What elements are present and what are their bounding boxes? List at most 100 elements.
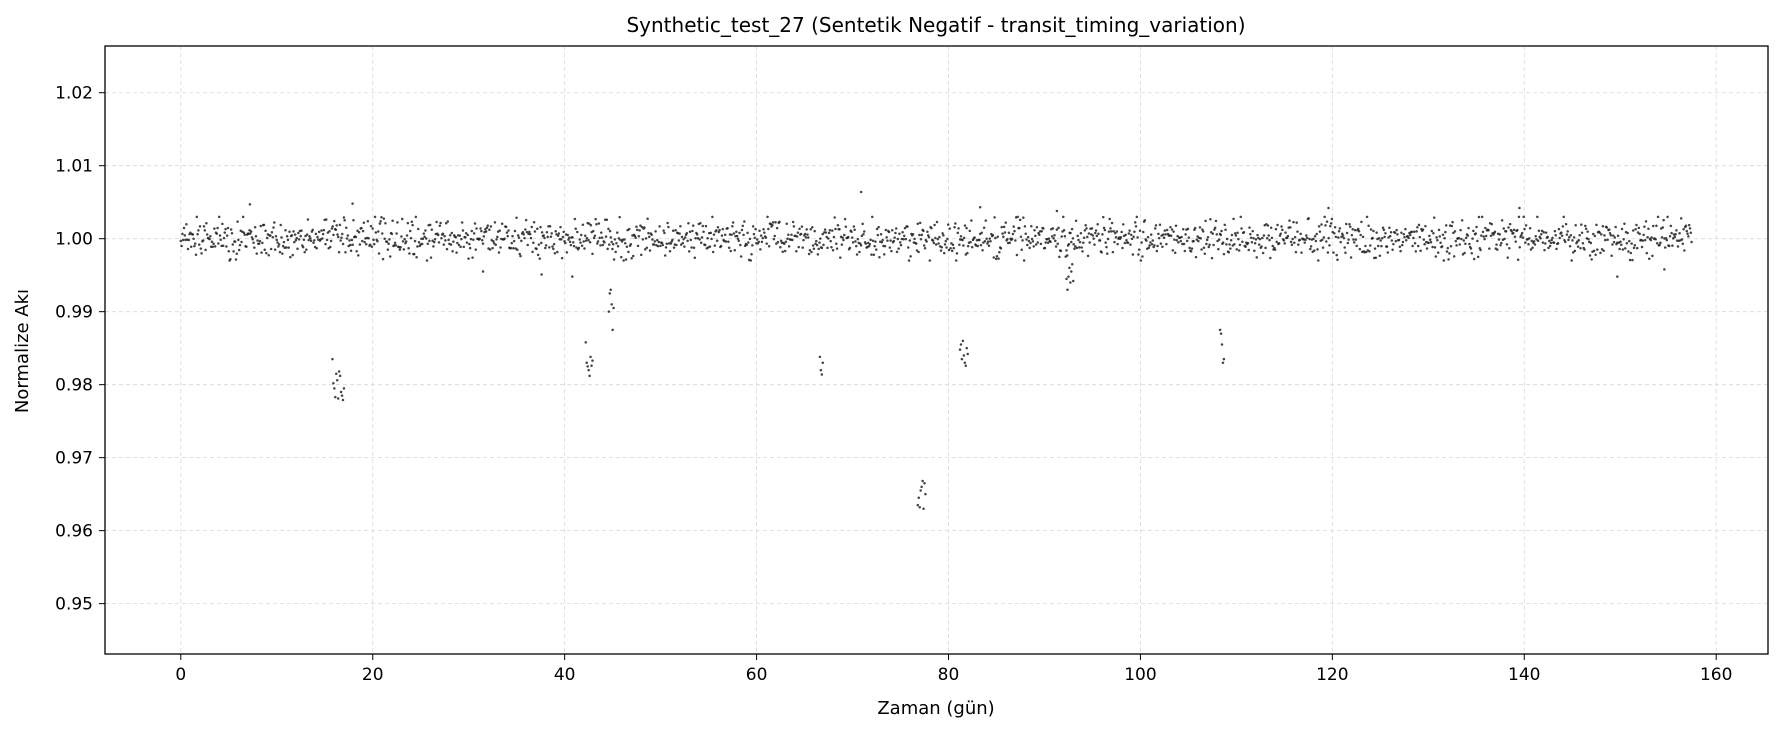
- data-point: [1203, 252, 1207, 256]
- data-point: [1217, 238, 1221, 241]
- data-point: [687, 222, 690, 225]
- data-point: [1095, 234, 1099, 238]
- data-point: [1253, 241, 1257, 245]
- data-point: [356, 229, 359, 232]
- x-tick-label: 100: [1124, 665, 1156, 685]
- data-point: [1379, 239, 1382, 242]
- data-point: [894, 231, 897, 235]
- data-point: [1304, 238, 1307, 242]
- data-point: [455, 251, 458, 254]
- data-point: [1126, 241, 1130, 244]
- data-point: [305, 248, 308, 251]
- data-point: [1054, 245, 1058, 248]
- data-point: [593, 234, 597, 237]
- data-point: [1377, 236, 1381, 240]
- data-point: [1129, 243, 1132, 246]
- data-point: [1572, 251, 1575, 254]
- data-point: [803, 232, 807, 236]
- data-point: [191, 233, 195, 236]
- data-point: [934, 243, 938, 246]
- data-point: [1213, 226, 1217, 230]
- data-point: [1435, 236, 1438, 239]
- data-point: [198, 225, 202, 228]
- data-point: [978, 206, 982, 209]
- data-point: [406, 221, 410, 225]
- data-point: [480, 229, 483, 233]
- data-point: [249, 232, 252, 235]
- data-point: [1592, 232, 1595, 236]
- chart-title: Synthetic_test_27 (Sentetik Negatif - tr…: [626, 13, 1245, 37]
- data-point: [1070, 270, 1073, 273]
- data-point: [1378, 254, 1382, 257]
- data-point: [646, 217, 649, 220]
- data-point: [424, 237, 428, 240]
- data-point: [1623, 222, 1626, 226]
- data-point: [668, 250, 672, 253]
- data-point: [1016, 215, 1019, 219]
- data-point: [855, 253, 859, 256]
- data-point: [317, 230, 321, 234]
- data-point: [883, 244, 887, 248]
- data-point: [798, 227, 801, 231]
- data-point: [639, 224, 642, 227]
- data-point: [1258, 237, 1262, 241]
- data-point: [194, 253, 198, 256]
- data-point: [186, 247, 190, 251]
- data-point: [1348, 222, 1351, 226]
- data-point: [273, 221, 276, 224]
- data-point: [322, 228, 326, 232]
- data-point: [324, 242, 327, 246]
- data-point: [398, 248, 402, 251]
- data-point: [277, 243, 281, 246]
- data-point: [1645, 251, 1649, 255]
- data-point: [1074, 245, 1077, 248]
- data-point: [496, 235, 499, 239]
- data-point: [538, 257, 541, 260]
- data-point: [627, 250, 630, 254]
- data-point: [1520, 231, 1524, 235]
- data-point: [618, 215, 621, 219]
- data-point: [759, 234, 763, 237]
- data-point: [289, 255, 292, 259]
- data-point: [1094, 229, 1098, 232]
- data-point: [843, 233, 846, 237]
- data-point: [1102, 215, 1105, 219]
- data-point: [1062, 215, 1065, 219]
- data-point: [424, 229, 427, 232]
- data-point: [299, 234, 302, 238]
- data-point: [1012, 225, 1015, 228]
- data-point: [516, 234, 520, 237]
- data-point: [1679, 217, 1683, 220]
- data-point: [1389, 230, 1393, 234]
- data-point: [1560, 231, 1563, 234]
- data-point: [1184, 233, 1187, 236]
- data-point: [1031, 240, 1035, 243]
- data-point: [1343, 246, 1346, 249]
- data-point: [904, 237, 908, 241]
- data-point: [1513, 235, 1517, 239]
- data-point: [435, 220, 438, 224]
- data-point: [236, 220, 239, 223]
- data-point: [662, 229, 665, 232]
- data-point: [1613, 236, 1617, 239]
- data-point: [1471, 237, 1474, 240]
- data-point: [481, 242, 485, 245]
- data-point: [369, 243, 372, 246]
- data-point: [1021, 239, 1024, 242]
- data-point: [1643, 225, 1646, 228]
- data-point: [925, 240, 928, 243]
- data-point: [336, 397, 340, 400]
- data-point: [241, 215, 245, 219]
- data-point: [710, 237, 713, 241]
- data-point: [224, 227, 227, 231]
- data-point: [1508, 222, 1512, 226]
- data-point: [800, 225, 804, 228]
- data-point: [481, 270, 485, 273]
- data-point: [1668, 235, 1672, 238]
- data-point: [717, 230, 721, 234]
- data-point: [1413, 242, 1417, 245]
- data-point: [1580, 231, 1584, 234]
- data-point: [1649, 238, 1653, 242]
- data-point: [1018, 226, 1021, 230]
- data-point: [1018, 218, 1022, 222]
